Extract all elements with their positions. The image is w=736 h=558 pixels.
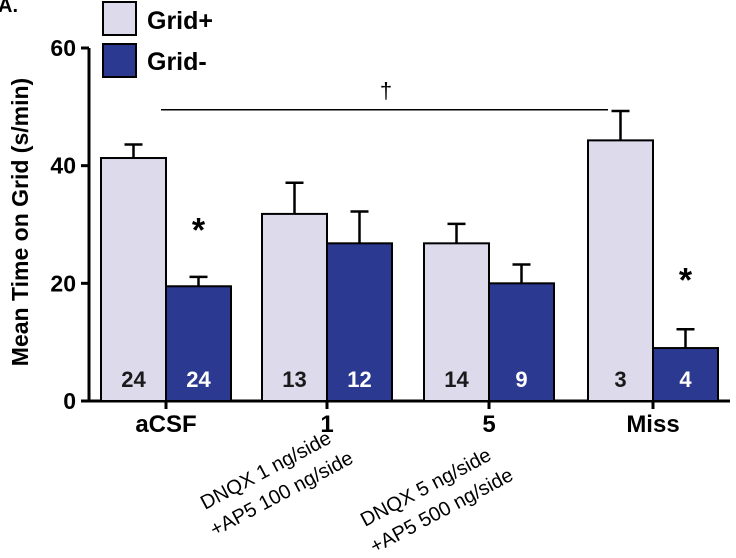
bar-grid-minus bbox=[488, 282, 555, 403]
x-tick-label: 5 bbox=[482, 411, 495, 438]
annotations: * * † bbox=[161, 78, 693, 299]
y-tick-label: 60 bbox=[50, 35, 76, 61]
x-tick-label: 1 bbox=[320, 411, 333, 438]
legend-swatch-grid-minus bbox=[102, 43, 137, 78]
bar-n-label: 3 bbox=[614, 367, 626, 392]
y-tick-label: 20 bbox=[50, 270, 76, 296]
bar-grid-plus bbox=[587, 139, 654, 402]
category-note: DNQX 1 ng/side+AP5 100 ng/side bbox=[197, 427, 357, 541]
bar-grid-minus bbox=[652, 347, 719, 402]
category-note: DNQX 5 ng/side+AP5 500 ng/side bbox=[357, 444, 517, 558]
bar-n-label: 13 bbox=[282, 367, 306, 392]
legend-label-grid-plus: Grid+ bbox=[147, 7, 213, 35]
x-tick-label: aCSF bbox=[135, 411, 196, 438]
legend: Grid+ Grid- bbox=[102, 1, 213, 78]
bar-grid-minus bbox=[165, 285, 232, 402]
y-axis-title: Mean Time on Grid (s/min) bbox=[7, 78, 33, 366]
legend-swatch-grid-plus bbox=[102, 1, 137, 36]
bar-n-label: 24 bbox=[186, 367, 211, 392]
bar-n-label: 14 bbox=[444, 367, 469, 392]
bar-n-label: 24 bbox=[121, 367, 146, 392]
bar-grid-plus bbox=[261, 212, 328, 402]
y-tick-label: 0 bbox=[63, 388, 76, 414]
bar-n-label: 4 bbox=[679, 367, 692, 392]
significance-asterisk: * bbox=[679, 261, 693, 299]
x-ticks: aCSF 1 5 Miss bbox=[135, 401, 680, 438]
category-notes: DNQX 1 ng/side+AP5 100 ng/side DNQX 5 ng/… bbox=[197, 427, 517, 558]
bars: 24 24 13 12 14 9 3 4 bbox=[100, 109, 719, 403]
y-ticks: 0 20 40 60 bbox=[50, 35, 89, 414]
bar-grid-plus bbox=[100, 157, 167, 402]
legend-label-grid-minus: Grid- bbox=[147, 48, 207, 76]
dagger-annotation: † bbox=[380, 78, 392, 103]
panel-label: A. bbox=[0, 0, 18, 17]
y-tick-label: 40 bbox=[50, 153, 76, 179]
bar-n-label: 12 bbox=[347, 367, 371, 392]
significance-asterisk: * bbox=[192, 211, 206, 249]
bar-n-label: 9 bbox=[515, 367, 527, 392]
x-tick-label: Miss bbox=[626, 411, 679, 438]
bar-grid-minus bbox=[326, 242, 393, 402]
bar-grid-plus bbox=[423, 242, 490, 402]
